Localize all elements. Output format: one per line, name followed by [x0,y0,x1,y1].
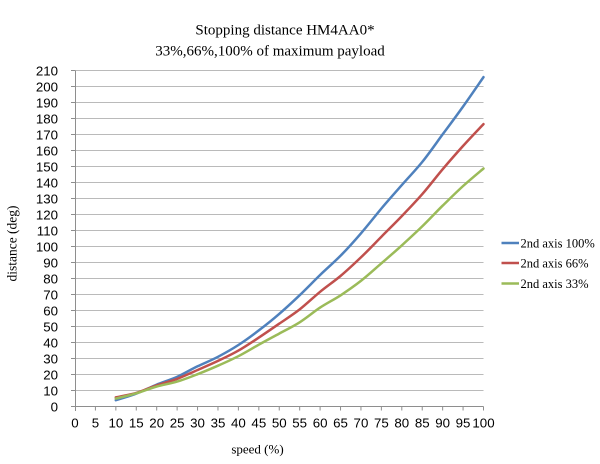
svg-text:190: 190 [36,95,58,110]
svg-text:60: 60 [313,416,328,431]
svg-text:120: 120 [36,207,58,222]
svg-text:20: 20 [149,416,164,431]
svg-text:80: 80 [43,271,58,286]
svg-text:45: 45 [251,416,266,431]
svg-text:30: 30 [190,416,205,431]
svg-text:100: 100 [472,416,494,431]
svg-text:85: 85 [415,416,430,431]
svg-text:180: 180 [36,111,58,126]
svg-text:140: 140 [36,175,58,190]
svg-text:65: 65 [333,416,348,431]
svg-text:150: 150 [36,159,58,174]
svg-text:110: 110 [37,223,58,238]
svg-text:2nd axis 100%: 2nd axis 100% [521,237,595,251]
svg-text:70: 70 [43,287,58,302]
svg-text:100: 100 [36,239,58,254]
svg-text:200: 200 [36,79,58,94]
svg-text:2nd axis 66%: 2nd axis 66% [521,257,589,271]
svg-text:distance (deg): distance (deg) [5,205,20,281]
svg-text:Stopping distance HM4AA0*: Stopping distance HM4AA0* [195,22,374,38]
svg-text:25: 25 [170,416,185,431]
svg-text:0: 0 [71,416,78,431]
svg-text:170: 170 [36,127,58,142]
svg-text:55: 55 [292,416,307,431]
svg-text:15: 15 [129,416,144,431]
svg-text:50: 50 [43,319,58,334]
svg-text:90: 90 [435,416,450,431]
svg-text:10: 10 [108,416,123,431]
svg-text:50: 50 [272,416,287,431]
svg-text:0: 0 [51,399,58,414]
svg-text:70: 70 [354,416,369,431]
svg-text:75: 75 [374,416,389,431]
svg-text:130: 130 [36,191,58,206]
svg-text:35: 35 [211,416,226,431]
svg-text:40: 40 [231,416,246,431]
svg-text:90: 90 [43,255,58,270]
svg-text:10: 10 [43,383,58,398]
svg-text:60: 60 [43,303,58,318]
svg-text:speed (%): speed (%) [231,442,283,457]
svg-text:95: 95 [456,416,471,431]
svg-text:80: 80 [394,416,409,431]
svg-text:210: 210 [36,63,58,78]
svg-text:30: 30 [43,351,58,366]
svg-text:5: 5 [92,416,99,431]
svg-text:2nd axis 33%: 2nd axis 33% [521,277,589,291]
svg-text:20: 20 [43,367,58,382]
svg-text:160: 160 [36,143,58,158]
svg-text:33%,66%,100% of maximum payloa: 33%,66%,100% of maximum payload [155,44,385,60]
svg-text:40: 40 [43,335,58,350]
